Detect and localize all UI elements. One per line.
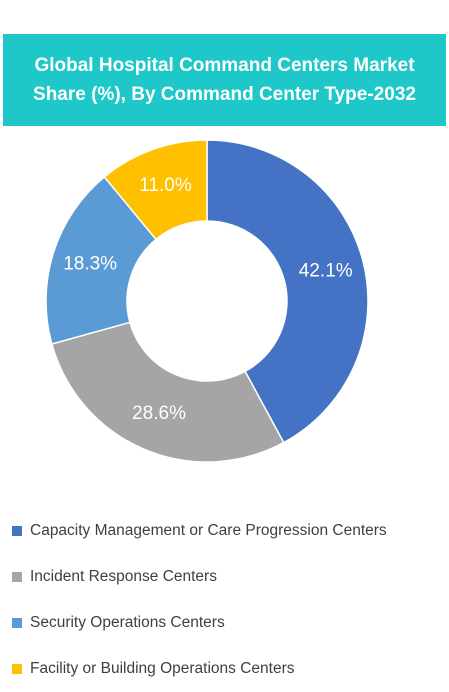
legend-label: Security Operations Centers: [30, 614, 225, 631]
legend-swatch: [12, 618, 22, 628]
donut-slice-1: [206, 139, 369, 444]
legend-item-3: Security Operations Centers: [12, 600, 442, 646]
donut-slice-label-1: 42.1%: [299, 260, 353, 281]
legend-label: Capacity Management or Care Progression …: [30, 522, 387, 539]
legend-item-4: Facility or Building Operations Centers: [12, 646, 442, 692]
chart-title-banner: Global Hospital Command Centers Market S…: [3, 34, 446, 126]
donut-slice-labels: 42.1% 28.6% 18.3% 11.0%: [63, 175, 353, 424]
legend-label: Incident Response Centers: [30, 568, 217, 585]
donut-slice-3: [45, 175, 158, 345]
chart-title: Global Hospital Command Centers Market S…: [33, 55, 416, 105]
chart-legend: Capacity Management or Care Progression …: [12, 508, 442, 692]
legend-label: Facility or Building Operations Centers: [30, 660, 295, 677]
donut-slice-label-3: 18.3%: [63, 254, 117, 275]
legend-swatch: [12, 572, 22, 582]
donut-chart: 42.1% 28.6% 18.3% 11.0%: [45, 139, 369, 463]
legend-item-2: Incident Response Centers: [12, 554, 442, 600]
legend-swatch: [12, 664, 22, 674]
donut-slices: [45, 139, 369, 463]
donut-slice-label-2: 28.6%: [132, 403, 186, 424]
legend-item-1: Capacity Management or Care Progression …: [12, 508, 442, 554]
donut-slice-label-4: 11.0%: [139, 175, 192, 196]
legend-swatch: [12, 526, 22, 536]
donut-slice-4: [103, 139, 208, 241]
donut-slice-2: [50, 321, 285, 463]
